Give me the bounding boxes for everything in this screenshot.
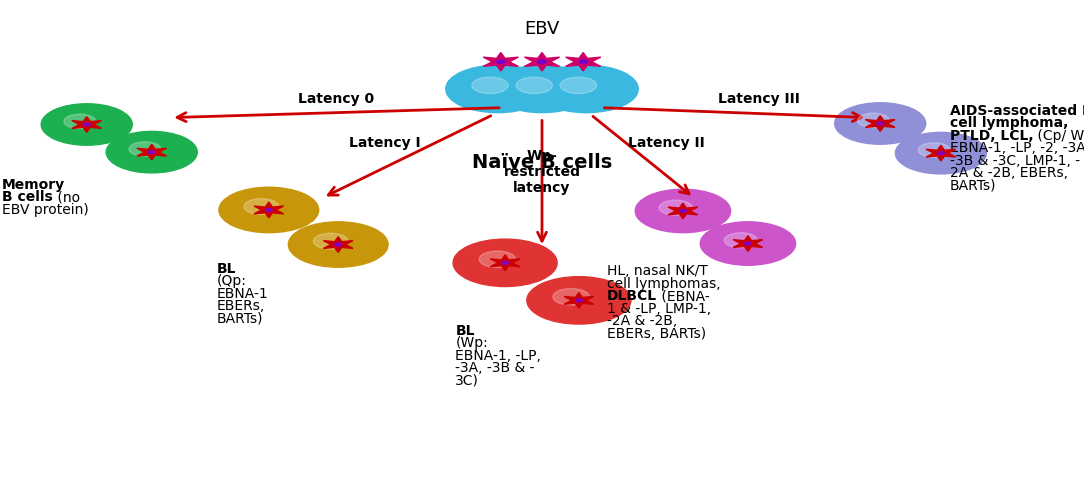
Text: 2A & -2B, EBERs,: 2A & -2B, EBERs, — [950, 166, 1068, 180]
Polygon shape — [733, 236, 763, 251]
Text: EBERs, BARTs): EBERs, BARTs) — [607, 327, 706, 341]
Circle shape — [938, 152, 944, 155]
Text: -3B & -3C, LMP-1, -: -3B & -3C, LMP-1, - — [950, 154, 1080, 168]
Circle shape — [83, 123, 90, 126]
Text: Latency 0: Latency 0 — [298, 92, 374, 106]
Text: EBNA-1, -LP,: EBNA-1, -LP, — [455, 349, 541, 363]
Circle shape — [244, 199, 279, 214]
Circle shape — [680, 209, 686, 212]
Polygon shape — [483, 52, 518, 71]
Polygon shape — [490, 255, 520, 271]
Text: BARTs): BARTs) — [217, 312, 263, 326]
Text: BL: BL — [455, 324, 475, 337]
Text: cell lymphoma,: cell lymphoma, — [950, 116, 1068, 130]
Circle shape — [635, 189, 731, 233]
Polygon shape — [137, 144, 167, 160]
Text: BL: BL — [217, 262, 236, 276]
Text: EBV: EBV — [525, 20, 559, 38]
Polygon shape — [926, 145, 956, 161]
Text: cell lymphomas,: cell lymphomas, — [607, 277, 721, 291]
Text: (EBNA-: (EBNA- — [657, 289, 710, 303]
Text: DLBCL: DLBCL — [607, 289, 657, 303]
Text: Wp-
restricted
latency: Wp- restricted latency — [503, 149, 581, 195]
Circle shape — [918, 143, 950, 157]
Text: HL, nasal NK/T: HL, nasal NK/T — [607, 264, 708, 278]
Circle shape — [877, 122, 883, 125]
Polygon shape — [254, 202, 284, 218]
Text: EBNA-1: EBNA-1 — [217, 287, 269, 301]
Text: Latency II: Latency II — [629, 136, 705, 150]
Polygon shape — [525, 52, 559, 71]
Circle shape — [724, 233, 758, 248]
Text: (Qp:: (Qp: — [217, 274, 247, 288]
Circle shape — [313, 233, 348, 249]
Text: EBERs,: EBERs, — [217, 299, 266, 313]
Circle shape — [496, 60, 505, 64]
Text: 1 & -LP, LMP-1,: 1 & -LP, LMP-1, — [607, 302, 711, 316]
Circle shape — [490, 65, 594, 113]
Circle shape — [857, 113, 889, 127]
Text: -3A, -3B & -: -3A, -3B & - — [455, 361, 534, 375]
Circle shape — [502, 261, 508, 264]
Polygon shape — [668, 203, 698, 219]
Text: Latency I: Latency I — [349, 136, 421, 150]
Text: PTLD, LCL,: PTLD, LCL, — [950, 129, 1033, 143]
Text: EBV protein): EBV protein) — [2, 203, 89, 217]
Circle shape — [335, 243, 341, 246]
Circle shape — [149, 151, 155, 154]
Circle shape — [659, 200, 693, 215]
Circle shape — [219, 187, 319, 233]
Circle shape — [453, 239, 557, 287]
Circle shape — [538, 60, 546, 64]
Text: BARTs): BARTs) — [950, 179, 996, 193]
Polygon shape — [72, 117, 102, 132]
Circle shape — [266, 208, 272, 211]
Circle shape — [516, 77, 553, 94]
Text: 3C): 3C) — [455, 373, 479, 388]
Circle shape — [64, 114, 95, 128]
Circle shape — [479, 251, 516, 268]
Text: -2A & -2B,: -2A & -2B, — [607, 314, 678, 329]
Text: (Wp:: (Wp: — [455, 336, 488, 350]
Circle shape — [576, 299, 582, 302]
Circle shape — [41, 104, 132, 145]
Text: Latency III: Latency III — [718, 92, 800, 106]
Circle shape — [446, 65, 550, 113]
Circle shape — [288, 222, 388, 267]
Polygon shape — [865, 116, 895, 131]
Circle shape — [895, 132, 986, 174]
Circle shape — [560, 77, 596, 94]
Circle shape — [129, 142, 160, 156]
Text: Naïve B cells: Naïve B cells — [472, 153, 612, 172]
Text: AIDS-associated B-: AIDS-associated B- — [950, 104, 1084, 118]
Circle shape — [700, 222, 796, 265]
Polygon shape — [323, 237, 353, 252]
Circle shape — [835, 103, 926, 144]
Circle shape — [527, 277, 631, 324]
Polygon shape — [564, 292, 594, 308]
Polygon shape — [566, 52, 601, 71]
Text: Memory: Memory — [2, 178, 65, 192]
Circle shape — [106, 131, 197, 173]
Text: EBNA-1, -LP, -2, -3A,: EBNA-1, -LP, -2, -3A, — [950, 141, 1084, 155]
Circle shape — [745, 242, 751, 245]
Circle shape — [534, 65, 638, 113]
Circle shape — [579, 60, 588, 64]
Text: B cells: B cells — [2, 190, 53, 205]
Text: (no: (no — [53, 190, 80, 205]
Circle shape — [472, 77, 508, 94]
Circle shape — [553, 288, 590, 305]
Text: (Cp/ Wp:: (Cp/ Wp: — [1033, 129, 1084, 143]
